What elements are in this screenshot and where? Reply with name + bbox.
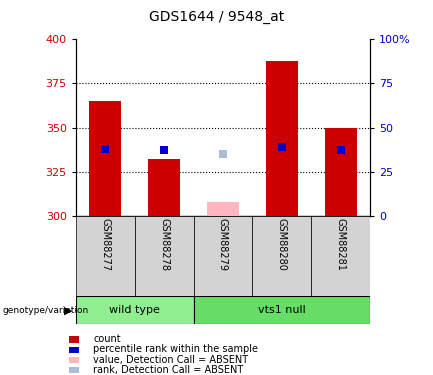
Bar: [69, 367, 79, 374]
Bar: [266, 60, 298, 216]
Bar: [194, 216, 252, 296]
Text: ▶: ▶: [64, 305, 73, 315]
Bar: [69, 336, 79, 343]
Bar: [325, 128, 357, 216]
Bar: [311, 216, 370, 296]
Text: GSM88277: GSM88277: [100, 218, 110, 271]
Text: percentile rank within the sample: percentile rank within the sample: [93, 345, 258, 354]
Text: value, Detection Call = ABSENT: value, Detection Call = ABSENT: [93, 355, 248, 364]
Text: genotype/variation: genotype/variation: [2, 306, 88, 315]
Text: vts1 null: vts1 null: [258, 305, 306, 315]
Bar: [69, 346, 79, 353]
Bar: [148, 159, 180, 216]
Bar: [69, 357, 79, 363]
Text: count: count: [93, 334, 121, 344]
Bar: [76, 216, 135, 296]
Text: wild type: wild type: [109, 305, 160, 315]
Text: GSM88280: GSM88280: [277, 218, 287, 271]
Bar: [76, 296, 194, 324]
Text: GSM88279: GSM88279: [218, 218, 228, 271]
Bar: [194, 296, 370, 324]
Bar: [135, 216, 194, 296]
Bar: [89, 101, 121, 216]
Bar: [252, 216, 311, 296]
Text: GSM88281: GSM88281: [336, 218, 346, 271]
Text: GSM88278: GSM88278: [159, 218, 169, 271]
Text: GDS1644 / 9548_at: GDS1644 / 9548_at: [149, 10, 284, 24]
Bar: [207, 201, 239, 216]
Text: rank, Detection Call = ABSENT: rank, Detection Call = ABSENT: [93, 365, 243, 375]
